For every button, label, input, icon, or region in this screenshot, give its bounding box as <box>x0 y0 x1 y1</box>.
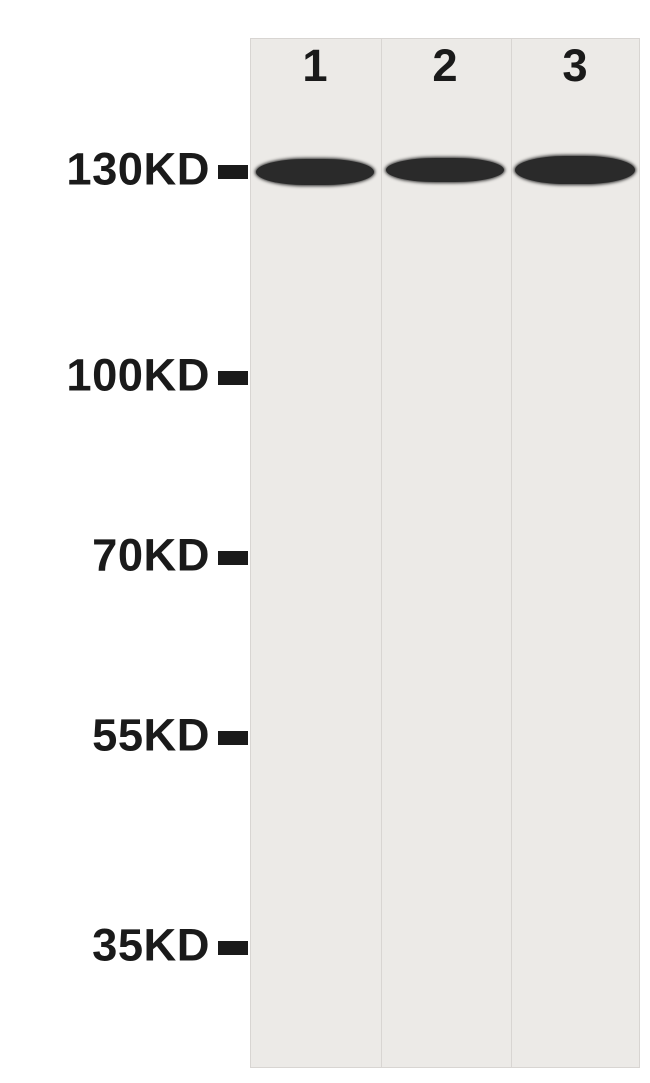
marker-tick <box>218 551 248 565</box>
lane-label: 2 <box>432 40 457 92</box>
marker-label: 55KD <box>92 709 210 761</box>
lane-divider <box>381 39 382 1067</box>
lane-label: 3 <box>562 40 587 92</box>
blot-membrane <box>250 38 640 1068</box>
marker-label: 130KD <box>66 143 210 195</box>
lane-divider <box>511 39 512 1067</box>
marker-label: 100KD <box>66 349 210 401</box>
marker-label: 35KD <box>92 919 210 971</box>
marker-label: 70KD <box>92 529 210 581</box>
marker-tick <box>218 731 248 745</box>
marker-tick <box>218 371 248 385</box>
protein-band <box>386 158 504 182</box>
marker-tick <box>218 165 248 179</box>
protein-band <box>256 159 374 185</box>
marker-tick <box>218 941 248 955</box>
protein-band <box>515 156 635 184</box>
lane-label: 1 <box>302 40 327 92</box>
western-blot-figure: 130KD 100KD 70KD 55KD 35KD 1 2 3 <box>0 0 650 1083</box>
